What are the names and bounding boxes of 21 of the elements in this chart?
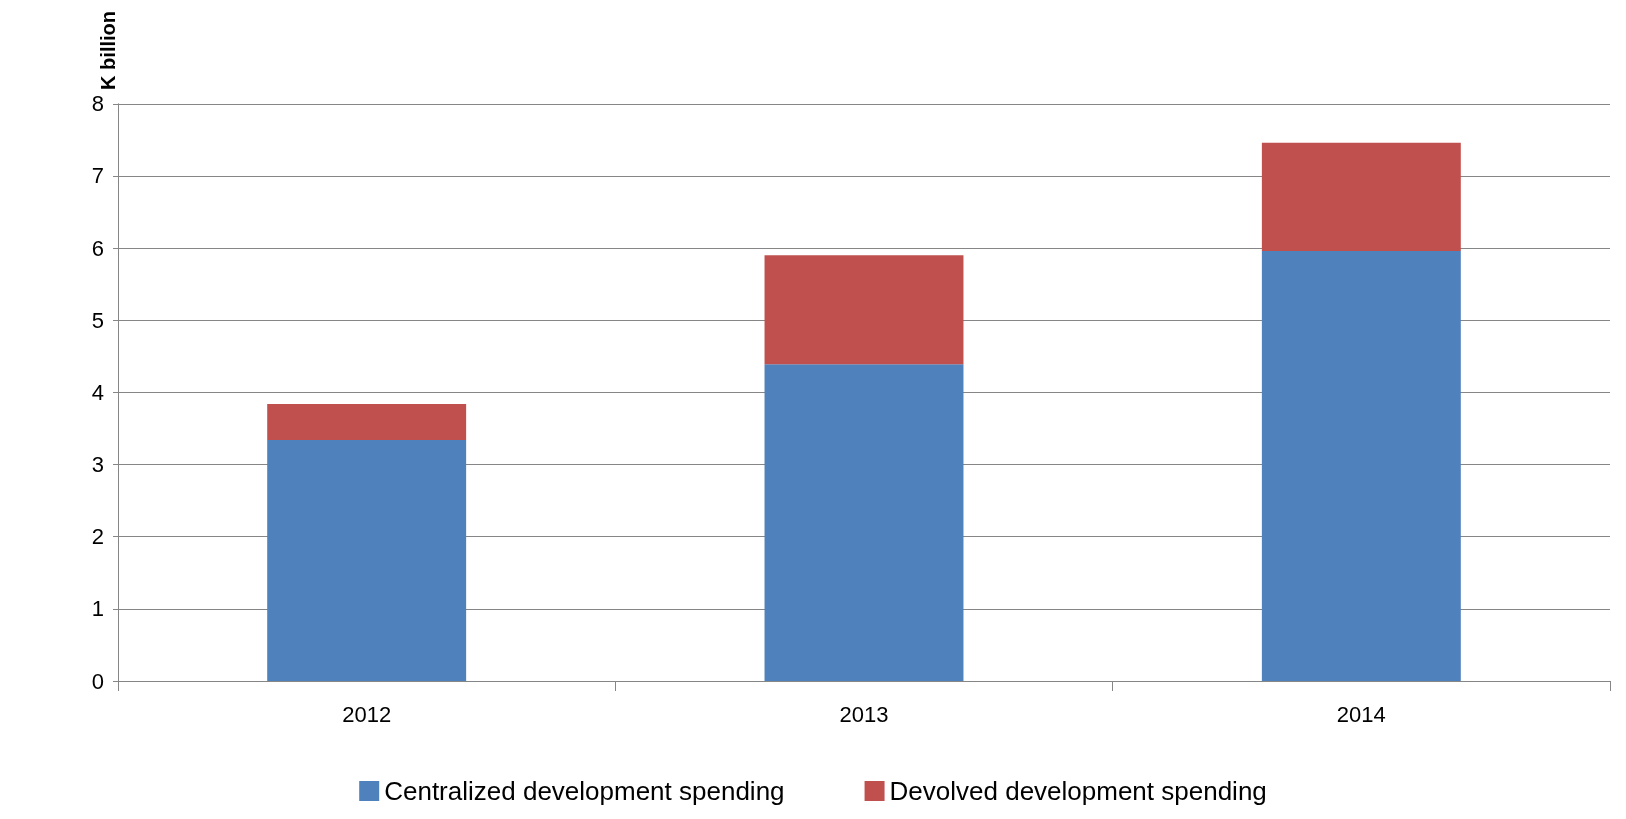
bar: [764, 255, 964, 365]
bar: [267, 440, 467, 681]
bar: [764, 364, 964, 681]
y-tick-label: 4: [91, 379, 104, 405]
bar: [1261, 250, 1461, 681]
legend-label: Devolved development spending: [889, 776, 1267, 806]
bar: [1261, 142, 1461, 251]
y-tick-label: 7: [91, 163, 104, 189]
y-tick-label: 8: [91, 91, 104, 117]
y-axis-title: K billion: [97, 11, 119, 90]
y-tick-label: 2: [91, 524, 104, 550]
y-tick-label: 6: [91, 235, 104, 261]
y-tick-label: 5: [91, 307, 104, 333]
y-tick-label: 0: [91, 668, 104, 694]
x-tick-label: 2012: [342, 701, 392, 727]
x-tick-label: 2014: [1336, 701, 1386, 727]
y-tick-label: 3: [91, 452, 104, 478]
y-tick-label: 1: [91, 596, 104, 622]
x-tick-label: 2013: [839, 701, 889, 727]
legend-label: Centralized development spending: [384, 776, 785, 806]
bar: [267, 403, 467, 441]
